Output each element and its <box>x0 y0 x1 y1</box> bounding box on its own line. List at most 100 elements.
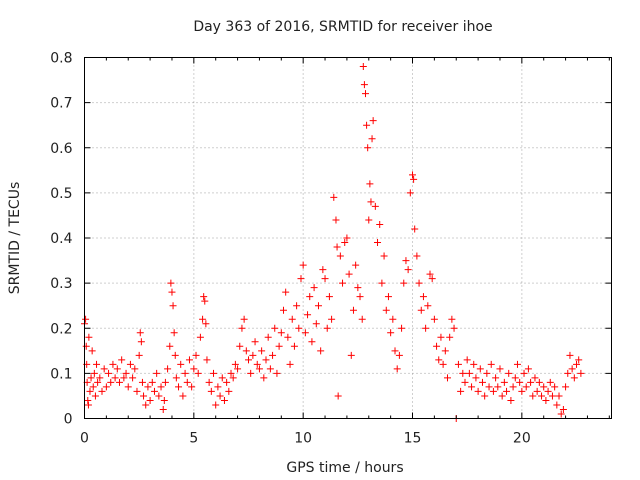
data-point <box>478 378 486 386</box>
data-point <box>273 369 281 377</box>
data-point <box>363 121 371 129</box>
data-point <box>406 189 414 197</box>
x-tick-label: 10 <box>294 431 312 447</box>
data-point <box>371 202 379 210</box>
data-point <box>483 369 491 377</box>
data-point <box>200 293 208 301</box>
data-point <box>82 342 90 350</box>
data-point <box>84 401 92 409</box>
data-point <box>168 288 176 296</box>
data-point <box>367 198 375 206</box>
data-point <box>115 378 123 386</box>
data-point <box>566 351 574 359</box>
grid <box>84 57 612 419</box>
data-point <box>330 193 338 201</box>
data-point <box>321 275 329 283</box>
data-point <box>177 360 185 368</box>
data-point <box>282 288 290 296</box>
data-point <box>102 383 110 391</box>
data-point <box>94 378 102 386</box>
data-point <box>531 374 539 382</box>
data-point <box>529 392 537 400</box>
data-point <box>205 378 213 386</box>
data-point <box>238 324 246 332</box>
data-point <box>435 356 443 364</box>
data-point <box>518 387 526 395</box>
data-point <box>142 401 150 409</box>
data-point <box>109 360 117 368</box>
data-point <box>446 333 454 341</box>
data-point <box>454 360 462 368</box>
y-tick-label: 0.2 <box>50 321 72 337</box>
data-point <box>227 369 235 377</box>
data-point <box>93 360 101 368</box>
data-point <box>498 392 506 400</box>
data-point <box>146 396 154 404</box>
data-point <box>489 387 497 395</box>
data-point <box>170 329 178 337</box>
data-point <box>559 405 567 413</box>
data-point <box>343 234 351 242</box>
data-point <box>356 293 364 301</box>
data-point <box>82 315 90 323</box>
data-point <box>347 351 355 359</box>
data-point <box>402 257 410 265</box>
data-point <box>202 320 210 328</box>
data-point <box>199 315 207 323</box>
data-point <box>212 401 220 409</box>
data-point <box>124 383 132 391</box>
data-point <box>359 63 367 71</box>
data-point <box>393 365 401 373</box>
data-point <box>269 351 277 359</box>
data-point <box>136 329 144 337</box>
data-point <box>513 360 521 368</box>
data-point <box>409 171 417 179</box>
data-point <box>465 369 473 377</box>
data-point <box>474 387 482 395</box>
data-point <box>214 383 222 391</box>
data-point <box>172 374 180 382</box>
data-point <box>297 275 305 283</box>
data-point <box>107 378 115 386</box>
data-point <box>376 220 384 228</box>
data-point <box>138 378 146 386</box>
data-point <box>234 365 242 373</box>
data-point <box>380 252 388 260</box>
data-point <box>105 369 113 377</box>
data-point <box>384 293 392 301</box>
data-point <box>242 347 250 355</box>
data-point <box>159 405 167 413</box>
data-point <box>161 378 169 386</box>
data-point <box>190 365 198 373</box>
data-point <box>395 351 403 359</box>
data-point <box>494 383 502 391</box>
data-point <box>96 374 104 382</box>
data-point <box>164 365 172 373</box>
data-point <box>450 324 458 332</box>
data-point <box>387 329 395 337</box>
data-point <box>503 387 511 395</box>
data-point <box>255 365 263 373</box>
data-point <box>306 293 314 301</box>
data-point <box>220 396 228 404</box>
data-point <box>277 329 285 337</box>
data-point <box>487 360 495 368</box>
data-point <box>157 383 165 391</box>
data-point <box>129 374 137 382</box>
data-point <box>472 374 480 382</box>
data-point <box>345 270 353 278</box>
data-point <box>266 365 274 373</box>
data-point <box>131 365 139 373</box>
data-point <box>328 315 336 323</box>
data-point <box>135 351 143 359</box>
data-point <box>426 270 434 278</box>
data-point <box>459 369 467 377</box>
data-point <box>113 365 121 373</box>
data-point <box>325 293 333 301</box>
data-point <box>253 360 261 368</box>
data-points <box>81 63 585 422</box>
data-point <box>288 315 296 323</box>
data-point <box>231 360 239 368</box>
data-point <box>533 387 541 395</box>
